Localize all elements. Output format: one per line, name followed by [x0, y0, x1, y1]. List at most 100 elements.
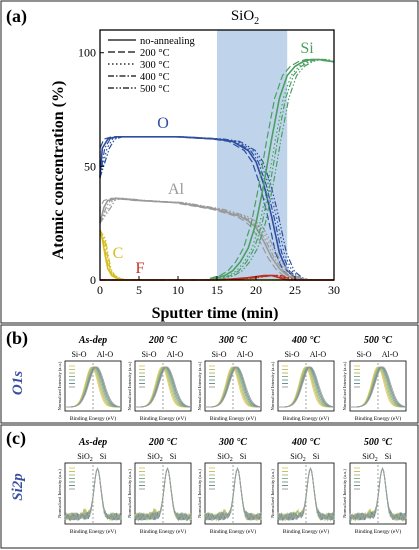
spectrum-xlabel: Binding Energy (eV) — [355, 528, 402, 535]
label-Si: Si — [300, 40, 314, 57]
o1s-panel-5: 500 °C Si-O Al-O Binding Energy (eV) Normali… — [342, 335, 407, 422]
spectrum-curve — [204, 467, 262, 522]
panel-c-frame — [0, 424, 419, 549]
x-tick-label: 10 — [172, 283, 184, 297]
label-F: F — [136, 260, 145, 277]
series-Si-1 — [100, 58, 335, 281]
label-C: C — [113, 245, 124, 262]
si2p-spectra-row: As-dep SiO2 Si Binding Energy (eV) Normalize… — [57, 437, 407, 535]
x-tick-label: 20 — [250, 283, 262, 297]
spectrum-xlabel: Binding Energy (eV) — [70, 415, 117, 422]
peak-label-alo: Al-O — [167, 350, 184, 359]
o1s-panel-1: As-dep Si-O Al-O Binding Energy (eV) Normali… — [57, 335, 122, 422]
spectrum-curve — [64, 467, 122, 522]
peak-label-sio: Si-O — [356, 350, 371, 359]
series-C-3 — [99, 229, 334, 281]
y-tick-label: 50 — [84, 159, 96, 173]
legend-entry: 400 °C — [140, 72, 170, 83]
peak-label-sio2: SiO2 — [77, 452, 92, 463]
label-O: O — [157, 115, 169, 132]
x-tick-label: 25 — [289, 283, 301, 297]
peak-label-sio: Si-O — [71, 350, 86, 359]
condition-label: As-dep — [78, 437, 107, 448]
si2p-panel-1: As-dep SiO2 Si Binding Energy (eV) Normalize… — [57, 437, 122, 535]
series-C-2 — [99, 229, 334, 281]
spectrum-xlabel: Binding Energy (eV) — [283, 415, 330, 422]
spectrum-ylabel: Normalized Intensity (a.u.) — [342, 361, 347, 410]
condition-label: 400 °C — [291, 335, 320, 346]
si2p-row-label: Si2p — [10, 473, 26, 501]
peak-label-sio: Si-O — [141, 350, 156, 359]
spectrum-ylabel: Normalized Intensity (a.u.) — [127, 469, 132, 518]
x-tick-label: 5 — [136, 283, 142, 297]
x-axis-title: Sputter time (min) — [152, 305, 279, 322]
peak-label-sio2: SiO2 — [147, 452, 162, 463]
spectrum-xlabel: Binding Energy (eV) — [140, 415, 187, 422]
spectrum-curve — [134, 467, 192, 522]
si2p-panel-2: 200 °C SiO2 Si Binding Energy (eV) Normalize… — [127, 437, 192, 535]
peak-label-sio2: SiO2 — [217, 452, 232, 463]
spectrum-ylabel: Normalized Intensity (a.u.) — [270, 361, 275, 410]
spectrum-xlabel: Binding Energy (eV) — [140, 528, 187, 535]
sio2-region-label: SiO2 — [231, 8, 259, 27]
label-Al: Al — [168, 181, 185, 198]
series-Si-5 — [100, 58, 335, 281]
spectrum-curve — [349, 467, 407, 521]
main-plot: SiO2 0 5 10 15 20 25 30 0 50 100 no-annealing200 … — [50, 8, 340, 322]
condition-label: 300 °C — [218, 335, 247, 346]
o1s-spectra-row: As-dep Si-O Al-O Binding Energy (eV) Normali… — [57, 335, 407, 422]
spectrum-curve — [65, 366, 122, 408]
panel-b-frame — [0, 324, 419, 424]
condition-label: 200 °C — [148, 437, 177, 448]
x-tick-label: 30 — [328, 283, 340, 297]
condition-label: 200 °C — [148, 335, 177, 346]
spectrum-xlabel: Binding Energy (eV) — [70, 528, 117, 535]
panel-a-frame — [0, 0, 419, 324]
legend-entry: 200 °C — [140, 48, 170, 59]
peak-label-alo: Al-O — [310, 350, 327, 359]
peak-label-sio: Si-O — [284, 350, 299, 359]
peak-label-sio: Si-O — [211, 350, 226, 359]
spectrum-ylabel: Normalized Intensity (a.u.) — [342, 469, 347, 518]
spectrum-curve — [277, 467, 335, 522]
condition-label: As-dep — [78, 335, 107, 346]
si2p-panel-5: 500 °C SiO2 Si Binding Energy (eV) Normalize… — [342, 437, 407, 535]
legend-entry: 500 °C — [140, 84, 170, 95]
panel-b-label: (b) — [6, 328, 28, 349]
peak-label-si: Si — [240, 452, 247, 461]
x-tick-label: 15 — [211, 283, 223, 297]
peak-label-sio2: SiO2 — [362, 452, 377, 463]
spectrum-xlabel: Binding Energy (eV) — [283, 528, 330, 535]
y-tick-label: 100 — [78, 46, 96, 60]
o1s-panel-4: 400 °C Si-O Al-O Binding Energy (eV) Normali… — [270, 335, 335, 422]
peak-label-si: Si — [313, 452, 320, 461]
series-F-3 — [100, 274, 334, 281]
y-tick-label: 0 — [90, 273, 96, 287]
o1s-panel-2: 200 °C Si-O Al-O Binding Energy (eV) Normali… — [127, 335, 192, 422]
panel-c-label: (c) — [6, 428, 26, 449]
peak-label-sio2: SiO2 — [290, 452, 305, 463]
si2p-panel-4: 400 °C SiO2 Si Binding Energy (eV) Normalize… — [270, 437, 335, 535]
y-axis-title: Atomic concentration (%) — [50, 81, 67, 260]
o1s-panel-3: 300 °C Si-O Al-O Binding Energy (eV) Normali… — [197, 335, 262, 422]
peak-label-si: Si — [170, 452, 177, 461]
legend-entry: no-annealing — [140, 36, 196, 47]
spectrum-ylabel: Normalized Intensity (a.u.) — [197, 361, 202, 410]
spectrum-xlabel: Binding Energy (eV) — [355, 415, 402, 422]
peak-label-si: Si — [385, 452, 392, 461]
spectrum-curve — [135, 366, 192, 408]
o1s-row-label: O1s — [10, 371, 26, 395]
series-Si-4 — [100, 58, 335, 281]
condition-label: 500 °C — [364, 437, 392, 448]
spectrum-ylabel: Normalized Intensity (a.u.) — [270, 469, 275, 518]
legend-entry: 300 °C — [140, 60, 170, 71]
axis-ticks: 0 5 10 15 20 25 30 0 50 100 — [78, 46, 340, 297]
spectrum-curve — [278, 366, 335, 408]
peak-label-si: Si — [100, 452, 107, 461]
peak-label-alo: Al-O — [97, 350, 114, 359]
series-Al-3 — [99, 197, 334, 281]
condition-label: 400 °C — [291, 437, 320, 448]
condition-label: 500 °C — [364, 335, 392, 346]
